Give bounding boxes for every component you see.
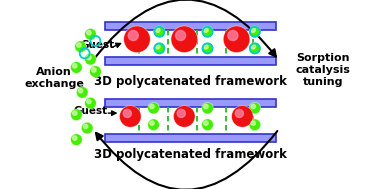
- Circle shape: [75, 41, 86, 53]
- Circle shape: [77, 43, 81, 47]
- Circle shape: [148, 102, 159, 114]
- Circle shape: [87, 99, 91, 104]
- Circle shape: [204, 121, 208, 125]
- Circle shape: [73, 111, 77, 115]
- Text: Anion
exchange: Anion exchange: [24, 67, 84, 89]
- Circle shape: [87, 30, 91, 35]
- Circle shape: [223, 26, 250, 53]
- Circle shape: [204, 104, 208, 109]
- Circle shape: [175, 30, 186, 41]
- Circle shape: [71, 134, 82, 146]
- Circle shape: [85, 53, 96, 65]
- Circle shape: [202, 43, 213, 54]
- Circle shape: [150, 121, 154, 125]
- Text: 3D polycatenated framework: 3D polycatenated framework: [94, 75, 286, 88]
- Circle shape: [204, 28, 208, 32]
- Circle shape: [235, 109, 243, 118]
- Circle shape: [202, 119, 213, 131]
- Circle shape: [82, 122, 93, 134]
- Circle shape: [249, 26, 261, 38]
- Circle shape: [251, 28, 255, 32]
- Circle shape: [249, 43, 261, 54]
- Circle shape: [120, 106, 141, 127]
- Circle shape: [171, 26, 197, 53]
- Bar: [105, 57, 276, 65]
- Circle shape: [71, 109, 82, 121]
- Bar: [105, 134, 276, 142]
- Circle shape: [154, 26, 165, 38]
- Circle shape: [251, 121, 255, 125]
- Circle shape: [76, 87, 88, 98]
- Text: Sorption
catalysis
tuning: Sorption catalysis tuning: [295, 53, 350, 87]
- Circle shape: [87, 55, 91, 60]
- Text: Guest: Guest: [73, 106, 108, 116]
- Circle shape: [249, 119, 261, 131]
- Circle shape: [71, 62, 82, 73]
- Circle shape: [150, 104, 154, 109]
- Circle shape: [73, 64, 77, 68]
- Circle shape: [228, 30, 238, 41]
- Text: 3D polycatenated framework: 3D polycatenated framework: [94, 148, 286, 161]
- Circle shape: [232, 106, 253, 127]
- Circle shape: [90, 66, 101, 77]
- Circle shape: [251, 104, 255, 109]
- Circle shape: [128, 30, 138, 41]
- Text: Guest: Guest: [80, 40, 114, 50]
- Circle shape: [73, 136, 77, 140]
- Circle shape: [204, 45, 208, 49]
- Circle shape: [156, 45, 160, 49]
- Circle shape: [156, 28, 160, 32]
- Circle shape: [124, 26, 150, 53]
- Circle shape: [123, 109, 131, 118]
- Circle shape: [174, 106, 195, 127]
- Circle shape: [85, 97, 96, 109]
- Circle shape: [154, 43, 165, 54]
- Circle shape: [177, 109, 186, 118]
- Circle shape: [79, 88, 83, 93]
- Bar: [105, 22, 276, 30]
- Circle shape: [85, 29, 96, 40]
- Circle shape: [249, 102, 261, 114]
- Circle shape: [202, 102, 213, 114]
- Circle shape: [83, 124, 88, 129]
- Circle shape: [148, 119, 159, 131]
- Circle shape: [202, 26, 213, 38]
- Circle shape: [92, 68, 96, 72]
- Circle shape: [251, 45, 255, 49]
- Bar: [105, 99, 276, 107]
